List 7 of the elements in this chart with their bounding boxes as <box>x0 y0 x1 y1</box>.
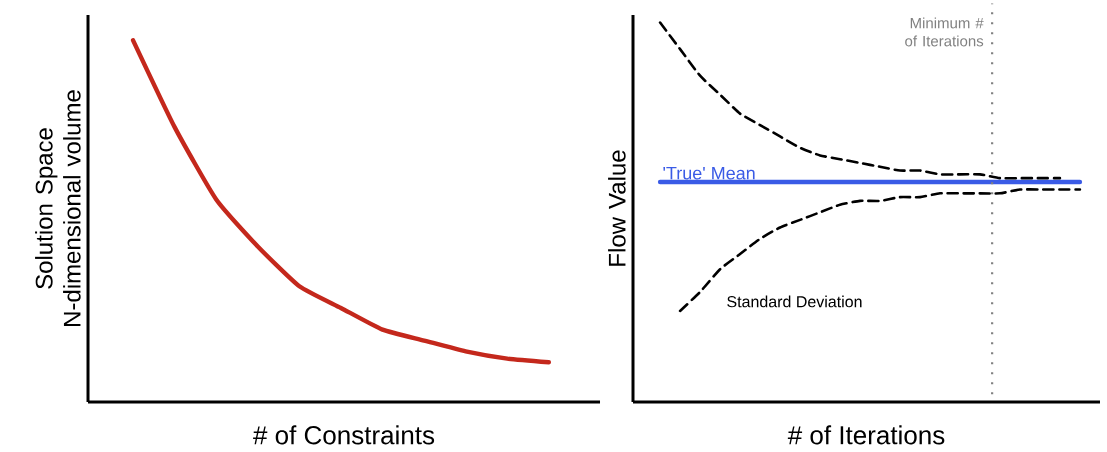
y-axis-title: Flow Value <box>608 150 626 266</box>
annotation: Minimum # of Iterations <box>905 17 984 47</box>
x-axis-title: # of Constraints <box>253 425 435 445</box>
y-axis-title: Solution Space N-dimensional volume <box>35 90 81 326</box>
series-label: 'True' Mean <box>663 166 755 180</box>
x-axis-title: # of Iterations <box>787 425 945 445</box>
series-label: Standard Deviation <box>727 295 862 308</box>
